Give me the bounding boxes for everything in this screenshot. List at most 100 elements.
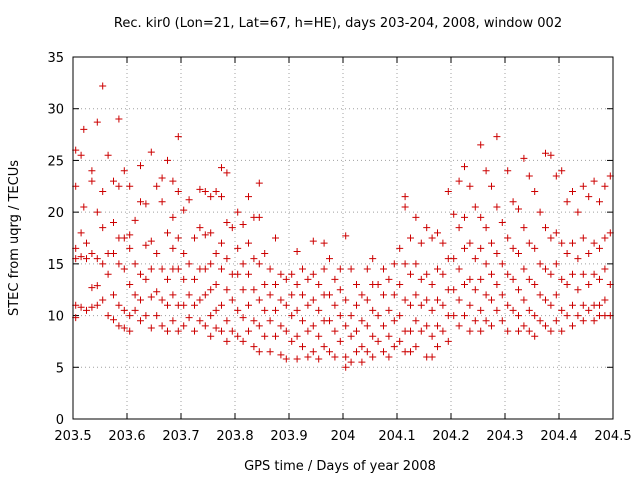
data-point [126, 281, 134, 289]
data-point [369, 255, 377, 263]
data-point [493, 133, 501, 141]
data-point [158, 322, 166, 330]
data-point [293, 332, 301, 340]
data-point [498, 218, 506, 226]
data-point [585, 193, 593, 201]
data-point [255, 348, 263, 356]
data-point [277, 296, 285, 304]
data-point [466, 239, 474, 247]
data-point [385, 275, 393, 283]
data-point [536, 291, 544, 299]
data-point [363, 265, 371, 273]
data-point [272, 281, 279, 289]
data-point [515, 327, 522, 335]
data-point [223, 255, 231, 263]
x-tick-label: 203.7 [162, 429, 199, 444]
data-point [547, 234, 555, 242]
data-point [228, 224, 236, 232]
data-point [590, 270, 598, 278]
data-point [239, 314, 247, 322]
data-point [390, 317, 398, 325]
data-point [207, 229, 215, 237]
data-point [515, 286, 522, 294]
data-point [309, 270, 317, 278]
data-point [326, 291, 333, 299]
data-point [380, 322, 387, 330]
data-point [439, 327, 447, 335]
data-point [466, 301, 474, 309]
data-point [115, 182, 123, 190]
data-point [358, 317, 366, 325]
data-point [196, 317, 204, 325]
data-point [126, 327, 134, 335]
data-point [461, 312, 468, 320]
data-point [493, 306, 501, 314]
data-point [83, 255, 90, 263]
data-point [164, 275, 171, 283]
data-point [455, 177, 463, 185]
data-point [250, 255, 258, 263]
data-point [558, 239, 566, 247]
data-point [444, 187, 452, 195]
data-point [390, 343, 398, 351]
data-point [574, 312, 582, 320]
data-point [552, 291, 560, 299]
y-tick-label: 5 [56, 361, 64, 376]
data-point [563, 198, 571, 206]
data-point [552, 229, 560, 237]
data-point [131, 291, 139, 299]
data-point [126, 312, 134, 320]
data-point [255, 213, 263, 221]
data-point [520, 296, 528, 304]
data-point [309, 237, 317, 245]
data-point [185, 314, 193, 322]
data-point [471, 317, 479, 325]
data-point [288, 337, 296, 345]
data-point [342, 232, 350, 240]
data-point [169, 244, 177, 252]
data-point [120, 306, 128, 314]
data-point [239, 286, 247, 294]
data-point [488, 182, 495, 190]
data-point [477, 141, 485, 149]
data-point [104, 151, 112, 159]
data-point [380, 348, 387, 356]
grid-lines [73, 57, 613, 419]
data-point [272, 332, 279, 340]
data-point [401, 260, 409, 268]
data-point [169, 213, 177, 221]
data-point [77, 151, 85, 159]
data-point [552, 260, 560, 268]
data-point [142, 241, 150, 249]
data-point [174, 133, 182, 141]
data-point [353, 301, 360, 309]
data-point [353, 281, 360, 289]
data-point [180, 250, 188, 258]
data-point [369, 306, 377, 314]
data-point [250, 286, 258, 294]
data-point [153, 288, 161, 296]
data-point [250, 343, 258, 351]
data-point [531, 244, 539, 252]
data-point [461, 213, 468, 221]
data-point [488, 322, 495, 330]
data-point [120, 234, 128, 242]
data-point [315, 355, 323, 363]
data-point [223, 218, 231, 226]
data-point [520, 154, 528, 162]
data-point [515, 205, 522, 213]
data-point [299, 291, 306, 299]
data-point [304, 327, 312, 335]
data-point [120, 167, 128, 175]
data-point [266, 265, 274, 273]
data-point [201, 187, 209, 195]
data-point [196, 296, 204, 304]
data-point [207, 312, 215, 320]
data-point [223, 317, 231, 325]
data-point [488, 296, 495, 304]
data-point [596, 244, 603, 252]
data-point [471, 203, 479, 211]
data-point [369, 332, 377, 340]
data-point [142, 200, 150, 208]
data-point [390, 260, 398, 268]
